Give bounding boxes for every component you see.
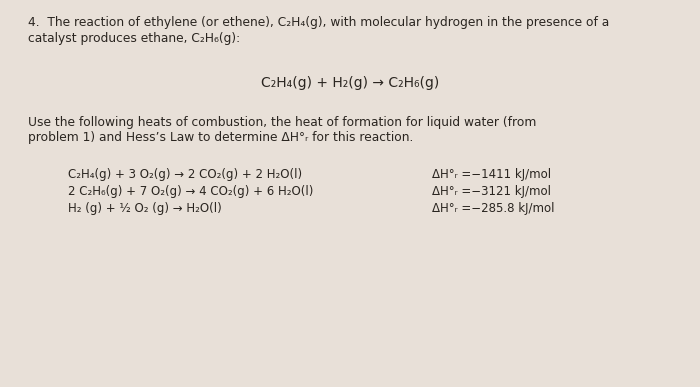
Text: ΔH°ᵣ =−1411 kJ/mol: ΔH°ᵣ =−1411 kJ/mol — [432, 168, 551, 181]
Text: ΔH°ᵣ =−3121 kJ/mol: ΔH°ᵣ =−3121 kJ/mol — [432, 185, 551, 198]
Text: problem 1) and Hess’s Law to determine ΔH°ᵣ for this reaction.: problem 1) and Hess’s Law to determine Δ… — [28, 131, 414, 144]
Text: C₂H₄(g) + 3 O₂(g) → 2 CO₂(g) + 2 H₂O(l): C₂H₄(g) + 3 O₂(g) → 2 CO₂(g) + 2 H₂O(l) — [68, 168, 302, 181]
Text: 4.  The reaction of ethylene (or ethene), C₂H₄(g), with molecular hydrogen in th: 4. The reaction of ethylene (or ethene),… — [28, 16, 609, 29]
Text: H₂ (g) + ½ O₂ (g) → H₂O(l): H₂ (g) + ½ O₂ (g) → H₂O(l) — [68, 202, 222, 215]
Text: ΔH°ᵣ =−285.8 kJ/mol: ΔH°ᵣ =−285.8 kJ/mol — [432, 202, 554, 215]
Text: Use the following heats of combustion, the heat of formation for liquid water (f: Use the following heats of combustion, t… — [28, 116, 536, 129]
Text: C₂H₄(g) + H₂(g) → C₂H₆(g): C₂H₄(g) + H₂(g) → C₂H₆(g) — [261, 76, 439, 90]
Text: 2 C₂H₆(g) + 7 O₂(g) → 4 CO₂(g) + 6 H₂O(l): 2 C₂H₆(g) + 7 O₂(g) → 4 CO₂(g) + 6 H₂O(l… — [68, 185, 314, 198]
Text: catalyst produces ethane, C₂H₆(g):: catalyst produces ethane, C₂H₆(g): — [28, 32, 240, 45]
